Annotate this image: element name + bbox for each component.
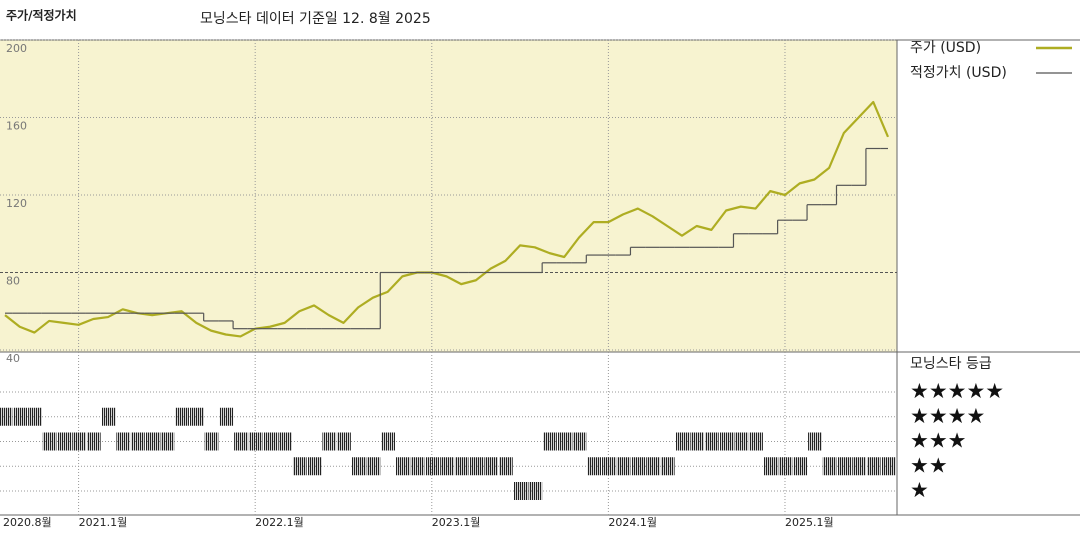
- y-tick-label: 160: [6, 120, 27, 133]
- rating-bar: [793, 457, 808, 476]
- rating-bar: [175, 407, 189, 426]
- rating-bar: [778, 457, 793, 476]
- rating-bar: [881, 457, 896, 476]
- rating-bar: [381, 432, 395, 451]
- x-tick-label: 2025.1월: [785, 516, 834, 529]
- legend-label: 적정가치 (USD): [910, 65, 1007, 81]
- rating-bar: [42, 432, 57, 451]
- rating-bar: [263, 432, 278, 451]
- rating-bar: [454, 457, 469, 476]
- rating-bar: [395, 457, 410, 476]
- rating-title: 모닝스타 등급: [910, 356, 992, 372]
- rating-bar: [543, 432, 557, 451]
- rating-bar: [469, 457, 484, 476]
- rating-bar: [587, 457, 602, 476]
- rating-bar: [572, 432, 587, 451]
- y-tick-label: 200: [6, 42, 27, 55]
- rating-bar: [499, 457, 513, 476]
- x-tick-label: 2021.1월: [79, 516, 128, 529]
- price-line: [4, 100, 890, 338]
- rating-bar: [675, 432, 690, 451]
- rating-bar: [28, 407, 42, 426]
- rating-bar: [292, 457, 307, 476]
- rating-bar: [234, 432, 248, 451]
- x-tick-label: 2022.1월: [255, 516, 304, 529]
- price-panel: [0, 40, 897, 352]
- rating-bar: [86, 432, 101, 451]
- rating-bar: [145, 432, 160, 451]
- rating-bar: [690, 432, 705, 451]
- rating-bar: [719, 432, 734, 451]
- rating-bar: [734, 432, 749, 451]
- rating-label: ★★: [910, 453, 948, 477]
- x-tick-label: 2020.8월: [3, 516, 52, 529]
- rating-bar: [248, 432, 263, 451]
- rating-bar: [528, 482, 543, 500]
- rating-bar: [557, 432, 572, 451]
- rating-label: ★★★★★: [910, 379, 1004, 403]
- rating-bar: [602, 457, 616, 476]
- rating-bar: [322, 432, 337, 451]
- rating-bar: [749, 432, 763, 451]
- rating-label: ★★★★: [910, 404, 985, 428]
- rating-label: ★: [910, 478, 929, 502]
- rating-bar: [808, 432, 822, 451]
- rating-bar: [763, 457, 778, 476]
- rating-bar: [101, 407, 116, 426]
- rating-bar: [278, 432, 292, 451]
- rating-bar: [837, 457, 852, 476]
- rating-bar: [219, 407, 234, 426]
- rating-bar: [631, 457, 646, 476]
- rating-bar: [425, 457, 440, 476]
- y-tick-label: 80: [6, 275, 20, 288]
- rating-bar: [646, 457, 660, 476]
- rating-bar: [189, 407, 204, 426]
- y-tick-label: 40: [6, 352, 20, 365]
- rating-bar: [0, 407, 13, 426]
- rating-bar: [484, 457, 499, 476]
- x-tick-label: 2024.1월: [608, 516, 657, 529]
- rating-bar: [366, 457, 381, 476]
- chart-title: 주가/적정가치: [6, 8, 77, 23]
- rating-bar: [204, 432, 219, 451]
- rating-bar: [440, 457, 454, 476]
- rating-bar: [660, 457, 675, 476]
- rating-bar: [13, 407, 28, 426]
- rating-bar: [822, 457, 837, 476]
- rating-bar: [513, 482, 528, 500]
- rating-bar: [410, 457, 425, 476]
- rating-bar: [351, 457, 366, 476]
- rating-bar: [72, 432, 86, 451]
- rating-bar: [616, 457, 631, 476]
- rating-bar: [131, 432, 145, 451]
- rating-bar: [57, 432, 72, 451]
- x-tick-label: 2023.1월: [432, 516, 481, 529]
- chart-subtitle: 모닝스타 데이터 기준일 12. 8월 2025: [200, 11, 431, 27]
- rating-bar: [337, 432, 351, 451]
- rating-bar: [852, 457, 866, 476]
- y-tick-label: 120: [6, 197, 27, 210]
- rating-bar: [307, 457, 322, 476]
- rating-label: ★★★: [910, 429, 966, 453]
- rating-bar: [160, 432, 175, 451]
- rating-bar: [116, 432, 131, 451]
- legend-label: 주가 (USD): [910, 40, 981, 56]
- rating-bar: [705, 432, 719, 451]
- rating-bar: [866, 457, 881, 476]
